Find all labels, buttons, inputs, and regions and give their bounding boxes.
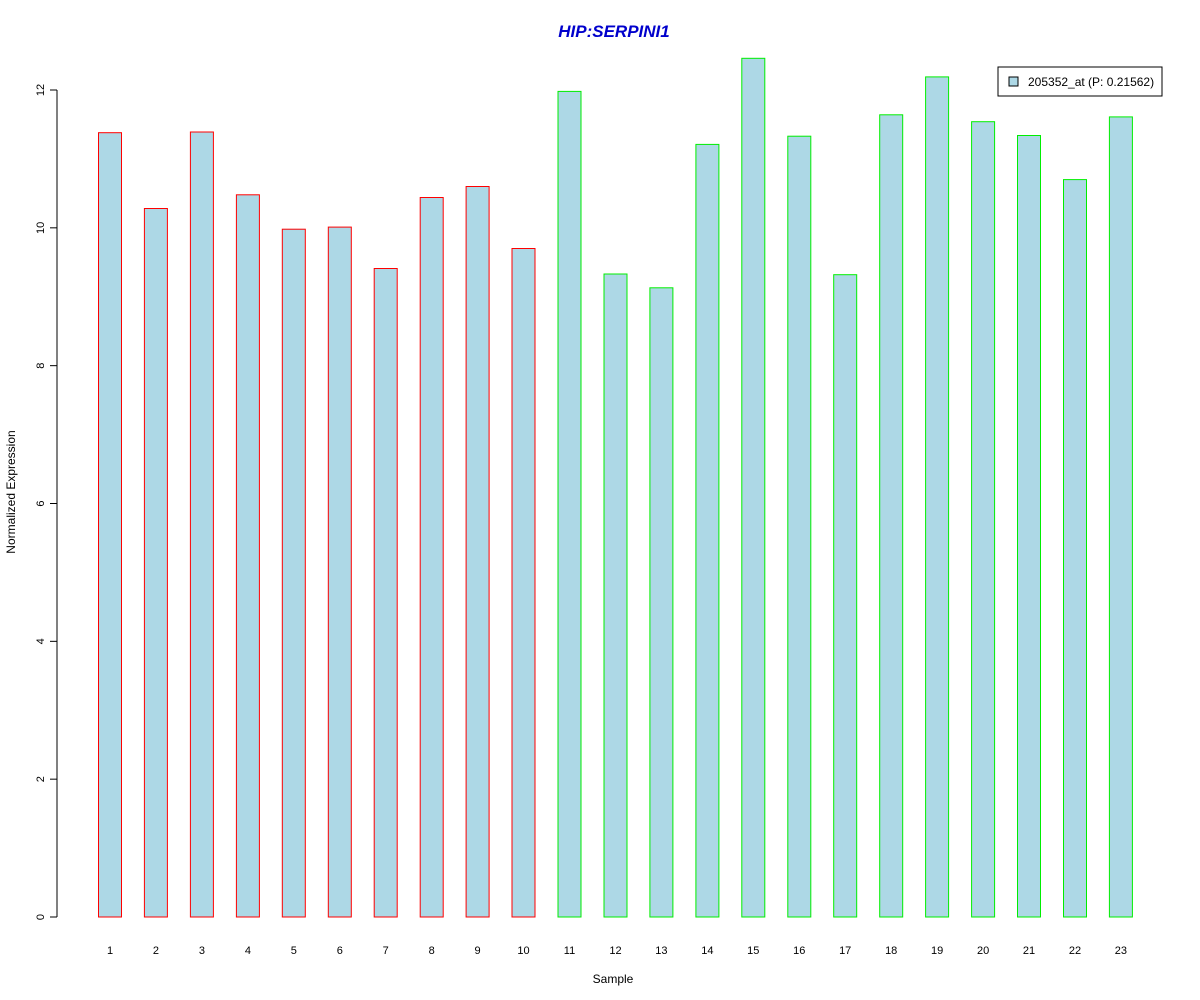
x-tick-label: 5 — [291, 945, 297, 957]
x-tick-label: 11 — [564, 945, 575, 957]
bar-sample-5 — [281, 228, 306, 918]
x-tick-label: 9 — [475, 945, 481, 957]
bar-sample-21 — [1017, 135, 1041, 918]
chart-title: HIP:SERPINI1 — [558, 22, 669, 41]
bar-sample-16 — [787, 135, 812, 918]
bar-sample-15 — [741, 57, 766, 918]
bar-sample-6 — [327, 226, 352, 918]
y-tick-label: 0 — [35, 914, 47, 920]
bar-sample-4 — [235, 194, 260, 918]
y-tick-label: 6 — [35, 500, 47, 506]
y-axis-label: Normalized Expression — [4, 430, 18, 553]
x-tick-label: 21 — [1023, 945, 1035, 957]
bar-sample-14 — [695, 143, 720, 918]
bar-sample-23 — [1108, 116, 1133, 918]
x-tick-label: 15 — [747, 945, 759, 957]
x-tick-label: 2 — [153, 945, 159, 957]
x-axis-label: Sample — [593, 972, 634, 986]
x-tick-label: 22 — [1069, 945, 1081, 957]
y-tick-label: 12 — [35, 84, 47, 96]
x-tick-label: 10 — [517, 945, 529, 957]
bar-sample-12 — [603, 273, 628, 918]
x-tick-label: 14 — [701, 945, 713, 957]
bar-sample-2 — [143, 208, 168, 918]
x-tick-label: 1 — [107, 945, 113, 957]
x-tick-labels: 1 2 3 4 5 6 7 8 9 10 11 12 13 14 15 16 17 18 19 20 21 22 23 — [107, 945, 1127, 957]
x-tick-label: 16 — [793, 945, 805, 957]
x-tick-label: 12 — [609, 945, 621, 957]
x-tick-label: 18 — [885, 945, 897, 957]
y-tick-label: 2 — [35, 776, 47, 782]
bar-sample-22 — [1063, 179, 1087, 918]
bar-sample-10 — [511, 248, 536, 918]
y-tick-label: 8 — [35, 363, 47, 369]
bar-sample-9 — [465, 186, 490, 918]
bar-sample-18 — [879, 114, 904, 918]
x-tick-label: 20 — [977, 945, 989, 957]
bar-sample-8 — [419, 197, 444, 918]
x-tick-label: 3 — [199, 945, 205, 957]
x-tick-label: 17 — [839, 945, 851, 957]
bar-sample-11 — [557, 90, 582, 918]
bar-sample-13 — [649, 287, 674, 918]
bar-sample-19 — [925, 76, 950, 918]
x-tick-label: 8 — [429, 945, 435, 957]
x-tick-label: 4 — [245, 945, 251, 957]
bar-sample-3 — [189, 131, 214, 918]
bar-sample-1 — [98, 132, 122, 918]
x-tick-label: 6 — [337, 945, 343, 957]
x-tick-label: 23 — [1115, 945, 1127, 957]
x-tick-label: 13 — [655, 945, 667, 957]
x-tick-label: 19 — [931, 945, 943, 957]
bar-sample-17 — [833, 274, 858, 918]
bars — [98, 57, 1133, 918]
legend: 205352_at (P: 0.21562) — [997, 66, 1163, 97]
legend-box — [997, 66, 1163, 97]
bar-sample-7 — [373, 268, 398, 918]
y-tick-label: 10 — [35, 222, 47, 234]
legend-entry-label: 205352_at (P: 0.21562) — [1028, 75, 1154, 89]
bar-sample-20 — [971, 121, 996, 918]
x-tick-label: 7 — [383, 945, 389, 957]
y-tick-label: 4 — [35, 638, 47, 644]
y-axis: 0 2 4 6 8 10 12 — [35, 84, 58, 920]
legend-swatch — [1008, 76, 1019, 87]
